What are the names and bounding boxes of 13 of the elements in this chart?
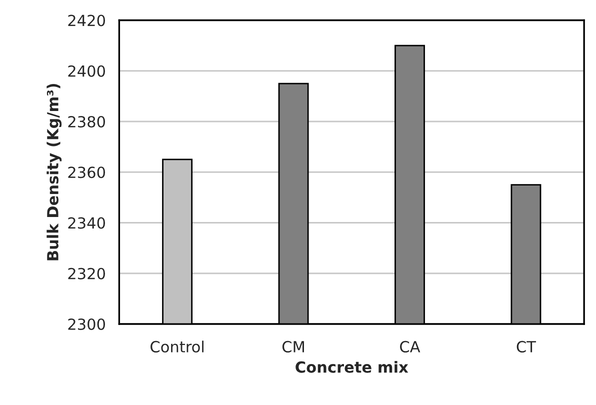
- x-tick-label: CA: [400, 340, 420, 352]
- y-tick-label: 2360: [68, 166, 105, 178]
- y-axis-title: Bulk Density (Kg/m³): [46, 84, 62, 260]
- y-tick-label: 2320: [68, 268, 105, 280]
- x-tick-label: Control: [150, 340, 204, 352]
- y-tick-label: 2400: [68, 65, 105, 77]
- y-tick-label: 2340: [68, 217, 105, 229]
- y-tick-label: 2420: [68, 14, 105, 26]
- x-tick-label: CM: [282, 340, 304, 352]
- y-tick-label: 2380: [68, 116, 105, 128]
- x-tick-label: CT: [516, 340, 536, 352]
- y-tick-label: 2300: [68, 318, 105, 330]
- x-axis-title: Concrete mix: [296, 361, 408, 373]
